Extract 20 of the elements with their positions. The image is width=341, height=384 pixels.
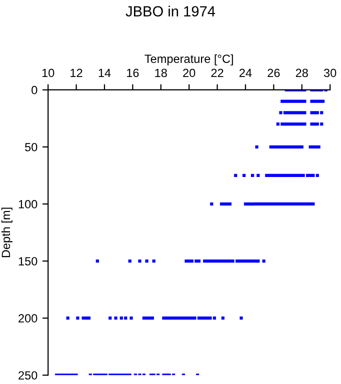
x-tick-label: 30 xyxy=(324,68,336,78)
x-tick-label: 20 xyxy=(183,68,196,78)
x-tick-label: 12 xyxy=(70,68,82,77)
y-tick-label: 0 xyxy=(32,86,38,94)
x-tick-label: 26 xyxy=(268,68,280,78)
y-tick-label: 100 xyxy=(18,200,38,208)
x-tick-label: 22 xyxy=(211,68,224,77)
x-axis-title: Temperature [°C] xyxy=(144,54,233,66)
y-tick-label: 150 xyxy=(18,257,38,266)
chart-title: JBBO in 1974 xyxy=(126,6,216,16)
x-tick-label: 16 xyxy=(127,68,139,78)
y-axis-title: Depth [m] xyxy=(1,208,12,258)
y-tick-label: 250 xyxy=(18,371,38,380)
x-tick-label: 28 xyxy=(296,68,308,78)
x-tick-label: 14 xyxy=(98,68,111,77)
y-tick-label: 50 xyxy=(25,142,38,152)
x-tick-label: 18 xyxy=(155,68,167,78)
y-tick-label: 200 xyxy=(18,314,38,322)
x-tick-label: 24 xyxy=(240,68,252,77)
x-tick-label: 10 xyxy=(42,68,54,78)
